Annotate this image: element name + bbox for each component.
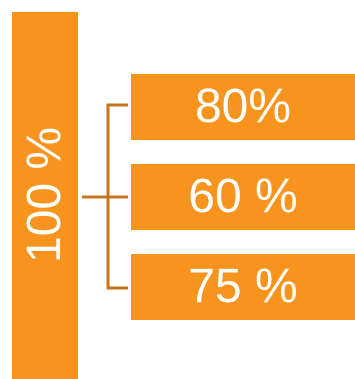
part-box-2: 60 % [131,164,355,230]
total-bar [12,12,78,379]
part-box-1: 80% [131,74,355,140]
part-box-3: 75 % [131,254,355,320]
